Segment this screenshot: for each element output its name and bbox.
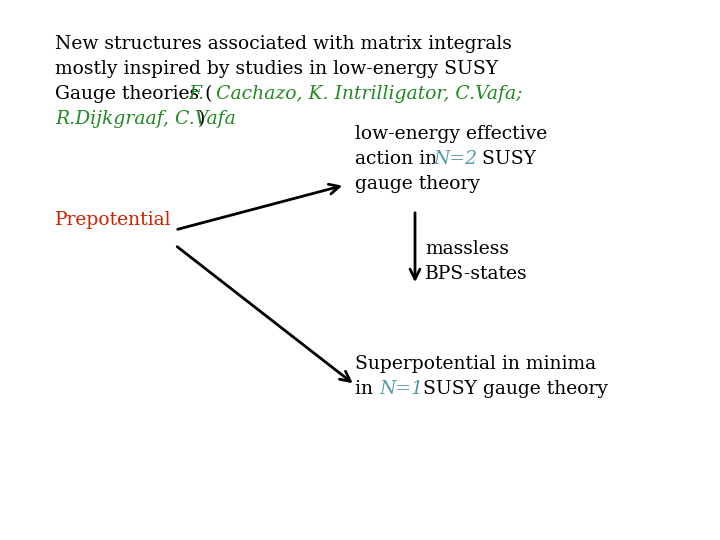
Text: massless: massless [425, 240, 509, 258]
Text: N=2: N=2 [433, 150, 477, 168]
Text: mostly inspired by studies in low-energy SUSY: mostly inspired by studies in low-energy… [55, 60, 498, 78]
Text: action in: action in [355, 150, 443, 168]
Text: R.Dijkgraaf, C.Vafa: R.Dijkgraaf, C.Vafa [55, 110, 235, 128]
Text: gauge theory: gauge theory [355, 175, 480, 193]
Text: low-energy effective: low-energy effective [355, 125, 547, 143]
Text: N=1: N=1 [379, 380, 423, 398]
Text: SUSY: SUSY [470, 150, 536, 168]
Text: Superpotential in minima: Superpotential in minima [355, 355, 596, 373]
Text: F.  Cachazo, K. Intrilligator, C.Vafa;: F. Cachazo, K. Intrilligator, C.Vafa; [188, 85, 523, 103]
Text: in: in [355, 380, 379, 398]
Text: ): ) [198, 110, 205, 128]
Text: SUSY gauge theory: SUSY gauge theory [417, 380, 608, 398]
Text: BPS-states: BPS-states [425, 265, 528, 283]
Text: New structures associated with matrix integrals: New structures associated with matrix in… [55, 35, 512, 53]
Text: Gauge theories (: Gauge theories ( [55, 85, 212, 103]
Text: Prepotential: Prepotential [55, 211, 171, 229]
